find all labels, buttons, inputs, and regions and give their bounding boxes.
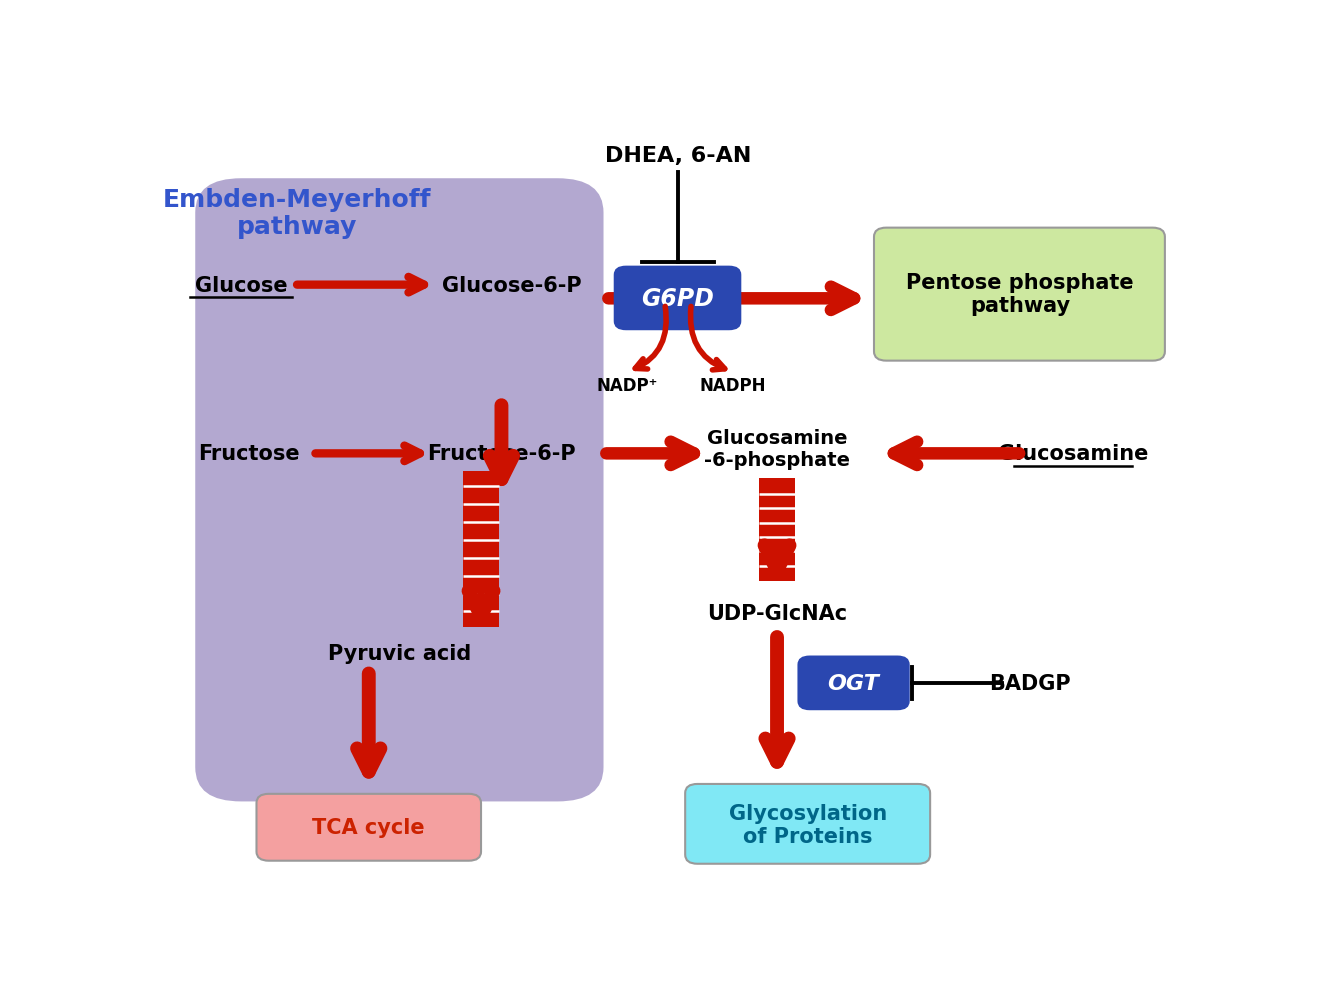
FancyBboxPatch shape [685, 784, 930, 864]
Text: UDP-GlcNAc: UDP-GlcNAc [707, 603, 847, 623]
Text: NADP⁺: NADP⁺ [597, 377, 657, 394]
Bar [759, 479, 795, 582]
Text: Fructose-6-P: Fructose-6-P [427, 444, 576, 463]
Text: G6PD: G6PD [641, 287, 714, 311]
FancyBboxPatch shape [614, 266, 741, 331]
Text: Glycosylation
of Proteins: Glycosylation of Proteins [728, 803, 886, 846]
Text: Embden-Meyerhoff
pathway: Embden-Meyerhoff pathway [163, 187, 432, 239]
FancyBboxPatch shape [257, 794, 481, 861]
Text: Pyruvic acid: Pyruvic acid [328, 644, 471, 664]
Text: Fructose: Fructose [199, 444, 300, 463]
Text: TCA cycle: TCA cycle [312, 817, 425, 837]
Text: Pentose phosphate
pathway: Pentose phosphate pathway [906, 273, 1134, 317]
FancyBboxPatch shape [798, 656, 910, 711]
FancyBboxPatch shape [195, 179, 603, 802]
Text: Glucosamine: Glucosamine [998, 444, 1148, 463]
Text: NADPH: NADPH [699, 377, 766, 394]
Text: Glucosamine
-6-phosphate: Glucosamine -6-phosphate [705, 428, 849, 469]
Text: Glucose: Glucose [195, 275, 287, 296]
Bar [462, 471, 499, 627]
Text: Glucose-6-P: Glucose-6-P [441, 275, 582, 296]
Text: DHEA, 6-AN: DHEA, 6-AN [605, 146, 751, 167]
Text: BADGP: BADGP [989, 673, 1071, 693]
FancyBboxPatch shape [874, 229, 1166, 361]
Text: OGT: OGT [827, 673, 880, 693]
